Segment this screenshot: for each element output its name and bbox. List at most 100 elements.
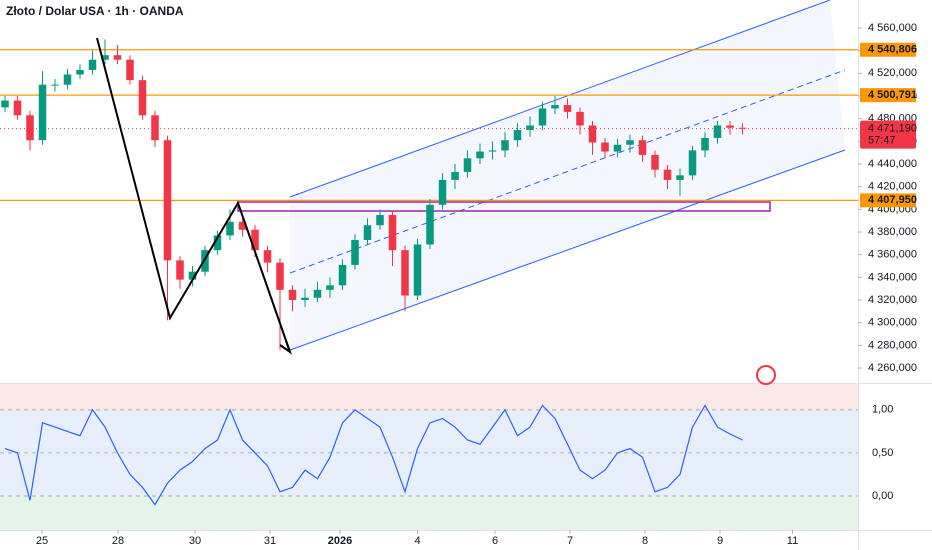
x-tick-label: 6 bbox=[492, 535, 498, 547]
candle-body bbox=[538, 108, 547, 126]
candle-body bbox=[451, 171, 459, 180]
x-tick-label: 25 bbox=[36, 535, 48, 547]
x-tick-label: 30 bbox=[189, 535, 201, 547]
level-label: 4 407,950 bbox=[868, 194, 917, 206]
y-tick-label: 4 560,000 bbox=[868, 22, 917, 34]
candle-body bbox=[38, 84, 47, 141]
y-tick-label: 0,00 bbox=[872, 490, 893, 502]
candle-body bbox=[401, 250, 409, 296]
candle-body bbox=[13, 100, 22, 116]
x-tick-label: 9 bbox=[717, 535, 723, 547]
y-tick-label: 4 320,000 bbox=[868, 294, 917, 306]
candle-body bbox=[713, 125, 722, 138]
channel-upper bbox=[289, 0, 831, 198]
candle-body bbox=[363, 225, 372, 240]
marks bbox=[0, 39, 858, 506]
oscillator-line bbox=[4, 404, 743, 506]
candle-body bbox=[201, 250, 209, 272]
candle-body bbox=[326, 285, 334, 290]
zigzag bbox=[96, 37, 291, 353]
candle-body bbox=[701, 137, 709, 151]
candle-body bbox=[238, 221, 247, 230]
x-tick-label: 2026 bbox=[328, 535, 352, 547]
y-tick-label: 4 420,000 bbox=[868, 181, 917, 193]
candle-body bbox=[263, 250, 272, 263]
y-tick-label: 4 520,000 bbox=[868, 67, 917, 79]
candle-body bbox=[51, 84, 59, 86]
candle-body bbox=[613, 144, 622, 152]
candle-body bbox=[351, 239, 359, 265]
candle-body bbox=[63, 74, 72, 85]
candle-body bbox=[663, 169, 672, 180]
candle-body bbox=[151, 115, 159, 141]
level-badge bbox=[860, 193, 916, 208]
candle-body bbox=[626, 140, 634, 145]
candle-body bbox=[176, 260, 184, 280]
candle-body bbox=[601, 142, 609, 152]
candle-body bbox=[251, 229, 259, 251]
candle-body bbox=[388, 215, 397, 251]
candle-body bbox=[438, 179, 447, 205]
channel-mid bbox=[289, 69, 846, 274]
candle-body bbox=[513, 130, 522, 141]
candle-body bbox=[88, 59, 97, 70]
x-tick-label: 4 bbox=[414, 535, 420, 547]
candle-body bbox=[101, 55, 109, 60]
candle-body bbox=[313, 289, 322, 298]
y-tick-label: 4 380,000 bbox=[868, 226, 917, 238]
y-tick-label: 0,50 bbox=[872, 447, 893, 459]
candle-body bbox=[288, 289, 297, 301]
channel-lower bbox=[289, 149, 846, 351]
oversold-band bbox=[0, 496, 858, 530]
candle-body bbox=[1, 100, 9, 108]
y-tick-label: 4 340,000 bbox=[868, 271, 917, 283]
candle-body bbox=[476, 151, 484, 159]
event-icon[interactable] bbox=[756, 365, 776, 385]
channel-fill bbox=[290, 0, 845, 350]
x-tick-label: 8 bbox=[642, 535, 648, 547]
level-badge bbox=[860, 88, 916, 103]
candle-body bbox=[501, 140, 509, 151]
last-price-badge bbox=[860, 120, 916, 149]
arrow-head bbox=[279, 340, 293, 355]
x-tick-label: 7 bbox=[567, 535, 573, 547]
candle-body bbox=[188, 271, 197, 280]
candle-body bbox=[276, 262, 284, 290]
candle-body bbox=[113, 55, 122, 60]
candle-body bbox=[338, 264, 347, 286]
countdown: 57:47 bbox=[868, 135, 896, 147]
y-tick-label: 4 360,000 bbox=[868, 249, 917, 261]
candle-body bbox=[413, 244, 422, 296]
y-tick-label: 4 300,000 bbox=[868, 317, 917, 329]
x-tick-label: 11 bbox=[787, 535, 798, 547]
candle-body bbox=[576, 111, 584, 126]
candle-body bbox=[426, 204, 434, 245]
y-tick-label: 1,00 bbox=[872, 404, 893, 416]
candle-body bbox=[138, 80, 147, 116]
candle-body bbox=[526, 125, 534, 131]
level-badge bbox=[860, 42, 916, 57]
zone-box bbox=[237, 201, 771, 212]
candle-body bbox=[213, 235, 222, 251]
x-tick-label: 31 bbox=[264, 535, 276, 547]
chart-title: Złoto / Dolar USA · 1h · OANDA bbox=[6, 4, 184, 18]
candle-body bbox=[551, 105, 559, 109]
y-tick-label: 4 260,000 bbox=[868, 362, 917, 374]
candle-body bbox=[651, 154, 659, 170]
y-tick-label: 4 280,000 bbox=[868, 339, 917, 351]
candle-body bbox=[226, 221, 234, 236]
candle-body bbox=[726, 125, 734, 128]
candle-body bbox=[676, 175, 684, 180]
x-tick-label: 28 bbox=[112, 535, 124, 547]
candle-body bbox=[26, 115, 34, 141]
candle-body bbox=[76, 69, 84, 75]
overbought-band bbox=[0, 384, 858, 410]
candle-body bbox=[126, 59, 134, 81]
candle-body bbox=[163, 140, 172, 261]
candle-body bbox=[638, 140, 647, 155]
candle-body bbox=[738, 127, 747, 129]
y-tick-label: 4 440,000 bbox=[868, 158, 917, 170]
candle-body bbox=[563, 105, 572, 112]
candle-body bbox=[488, 150, 497, 152]
